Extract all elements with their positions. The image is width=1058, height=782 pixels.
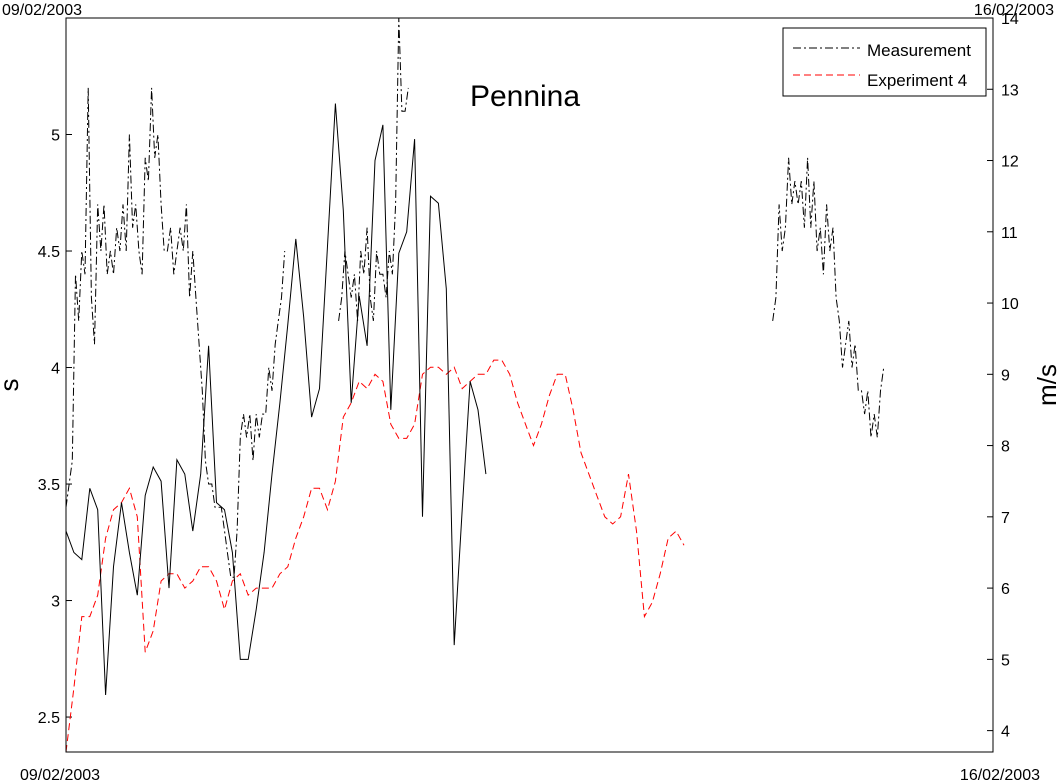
legend: Measurement Experiment 4 — [782, 27, 987, 97]
y-left-tick-label: 4.5 — [38, 244, 60, 261]
plot-area — [66, 18, 993, 752]
y-axis-left: 2.5 3 3.5 4 4.5 5 — [38, 128, 72, 727]
date-bottom-right: 16/02/2003 — [960, 767, 1040, 782]
y-right-tick-label: 10 — [1001, 296, 1019, 313]
y-left-tick-label: 4 — [51, 361, 60, 378]
date-top-left: 09/02/2003 — [2, 2, 82, 19]
chart-title: Pennina — [470, 80, 580, 113]
y-right-tick-label: 4 — [1001, 724, 1010, 741]
y-right-tick-label: 13 — [1001, 82, 1019, 99]
y-axis-right: 4 5 6 7 8 9 10 11 12 13 14 — [987, 11, 1019, 741]
series-line-0-seg-1 — [338, 17, 409, 321]
y-left-tick-label: 3 — [51, 594, 60, 611]
series-line-2-seg-0 — [65, 103, 487, 696]
series-line-0-seg-2 — [772, 157, 885, 438]
y-right-tick-label: 12 — [1001, 154, 1019, 171]
y-right-tick-label: 8 — [1001, 439, 1010, 456]
y-axis-left-label: s — [0, 379, 24, 392]
y-left-tick-label: 5 — [51, 128, 60, 145]
date-bottom-left: 09/02/2003 — [20, 767, 100, 782]
series-layer — [65, 17, 885, 753]
y-right-tick-label: 14 — [1001, 11, 1019, 28]
series-line-1-seg-0 — [65, 359, 685, 753]
y-right-tick-label: 5 — [1001, 652, 1010, 669]
y-right-tick-label: 6 — [1001, 581, 1010, 598]
date-top-right: 16/02/2003 — [974, 2, 1054, 19]
plot-frame — [65, 17, 994, 753]
y-right-tick-label: 7 — [1001, 510, 1010, 527]
y-axis-right-label: m/s — [1032, 364, 1058, 406]
y-right-tick-label: 11 — [1001, 225, 1018, 242]
legend-label-measurement: Measurement — [867, 41, 971, 60]
y-left-tick-label: 2.5 — [38, 710, 60, 727]
series-line-0-seg-0 — [65, 87, 286, 578]
y-right-tick-label: 9 — [1001, 367, 1010, 384]
y-left-tick-label: 3.5 — [38, 477, 60, 494]
legend-label-experiment: Experiment 4 — [867, 71, 967, 90]
legend-box — [782, 27, 987, 97]
